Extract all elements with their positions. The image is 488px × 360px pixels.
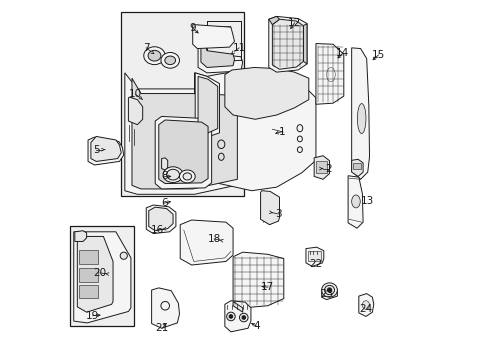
Polygon shape [146, 205, 176, 234]
Polygon shape [198, 24, 242, 73]
Text: 11: 11 [232, 43, 245, 53]
Polygon shape [74, 232, 131, 323]
Polygon shape [272, 19, 303, 69]
Bar [307, 251, 320, 261]
Ellipse shape [321, 283, 337, 297]
Text: 15: 15 [371, 50, 384, 60]
Bar [80, 267, 98, 282]
Polygon shape [88, 137, 123, 165]
Text: 4: 4 [253, 321, 260, 332]
Polygon shape [315, 44, 343, 104]
Polygon shape [305, 247, 323, 266]
Polygon shape [224, 301, 250, 332]
Ellipse shape [351, 195, 360, 208]
Polygon shape [155, 116, 211, 189]
Text: 23: 23 [319, 289, 333, 299]
Text: 6: 6 [161, 198, 167, 208]
Text: 9: 9 [189, 23, 196, 33]
Text: 2: 2 [325, 163, 331, 174]
Ellipse shape [120, 252, 127, 259]
Text: 22: 22 [309, 259, 322, 269]
Polygon shape [194, 68, 315, 191]
Ellipse shape [239, 313, 247, 322]
Polygon shape [195, 73, 219, 137]
Text: 17: 17 [261, 282, 274, 292]
Text: 7: 7 [142, 43, 149, 53]
Text: 1: 1 [278, 127, 285, 137]
Polygon shape [233, 301, 242, 312]
Text: 20: 20 [93, 268, 106, 278]
Polygon shape [233, 252, 283, 308]
Polygon shape [124, 73, 244, 194]
Ellipse shape [183, 173, 191, 180]
Bar [70, 226, 134, 327]
Polygon shape [192, 24, 234, 49]
Polygon shape [180, 220, 233, 265]
Ellipse shape [242, 316, 245, 319]
Polygon shape [201, 28, 234, 67]
Text: 12: 12 [287, 18, 301, 28]
Text: 18: 18 [207, 234, 220, 244]
Polygon shape [351, 159, 363, 176]
Ellipse shape [324, 285, 334, 295]
Polygon shape [313, 156, 329, 179]
Bar [352, 163, 360, 169]
Polygon shape [162, 158, 167, 170]
Ellipse shape [226, 312, 235, 321]
Text: 13: 13 [360, 197, 374, 206]
Polygon shape [159, 120, 207, 184]
Bar [121, 12, 244, 196]
Polygon shape [198, 76, 217, 133]
Text: 8: 8 [161, 171, 167, 181]
Text: 19: 19 [86, 311, 99, 321]
Polygon shape [268, 17, 279, 24]
Ellipse shape [357, 104, 365, 134]
Polygon shape [224, 67, 308, 119]
Bar [315, 161, 326, 173]
Ellipse shape [326, 288, 331, 292]
Ellipse shape [163, 167, 183, 183]
Polygon shape [260, 191, 279, 225]
Text: 16: 16 [150, 225, 163, 235]
Text: 10: 10 [129, 89, 142, 99]
Polygon shape [75, 231, 86, 242]
Polygon shape [321, 287, 337, 300]
Polygon shape [77, 237, 113, 312]
Polygon shape [91, 136, 121, 161]
Polygon shape [132, 78, 237, 189]
Ellipse shape [362, 301, 369, 309]
Ellipse shape [229, 315, 232, 318]
Text: 5: 5 [93, 145, 100, 155]
Polygon shape [347, 176, 363, 228]
Ellipse shape [161, 53, 179, 68]
Text: 14: 14 [335, 48, 348, 58]
Ellipse shape [166, 169, 179, 180]
Bar [80, 249, 98, 264]
Polygon shape [303, 23, 306, 64]
Polygon shape [268, 17, 306, 72]
Ellipse shape [179, 170, 195, 183]
Text: 21: 21 [155, 323, 169, 333]
Polygon shape [128, 97, 142, 125]
Text: 24: 24 [359, 303, 372, 314]
Bar [80, 285, 98, 298]
Text: 3: 3 [275, 209, 281, 219]
Polygon shape [358, 294, 373, 316]
Ellipse shape [143, 47, 165, 64]
Ellipse shape [148, 50, 161, 61]
Ellipse shape [164, 56, 175, 64]
Polygon shape [151, 288, 179, 328]
Polygon shape [148, 207, 173, 231]
Polygon shape [351, 48, 369, 179]
